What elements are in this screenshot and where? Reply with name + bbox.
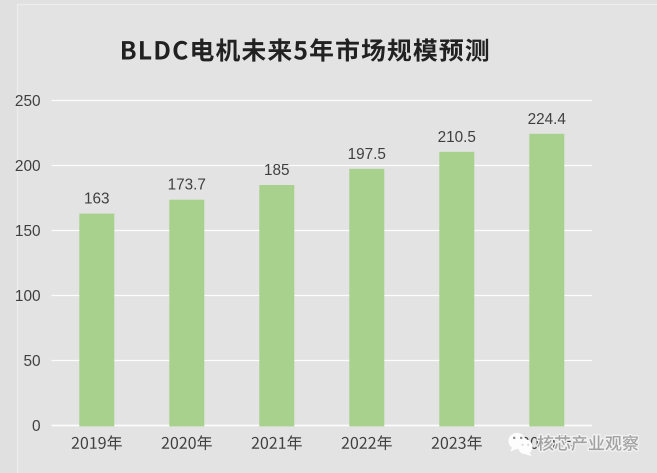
svg-text:210.5: 210.5: [438, 129, 476, 146]
svg-text:150: 150: [15, 223, 41, 240]
svg-text:200: 200: [15, 158, 41, 175]
svg-text:50: 50: [23, 353, 40, 370]
svg-text:173.7: 173.7: [168, 177, 206, 194]
svg-text:185: 185: [264, 162, 290, 179]
svg-text:197.5: 197.5: [348, 146, 386, 163]
svg-text:0: 0: [32, 418, 41, 435]
svg-text:224.4: 224.4: [528, 111, 567, 128]
svg-text:163: 163: [84, 191, 110, 208]
svg-text:250: 250: [15, 93, 41, 110]
svg-text:100: 100: [15, 288, 41, 305]
